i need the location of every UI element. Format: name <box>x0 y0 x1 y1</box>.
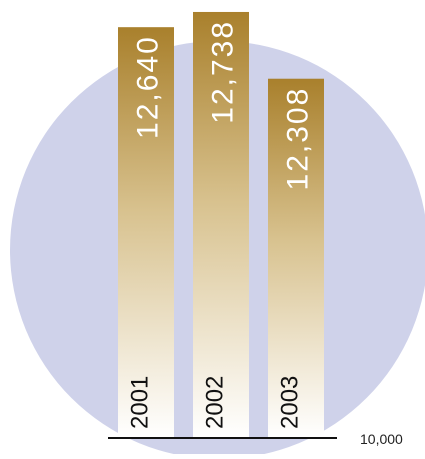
value-label-2001: 12,640 <box>132 35 165 139</box>
bar-2003 <box>268 78 324 437</box>
bar-2001 <box>118 27 174 437</box>
value-label-2003: 12,308 <box>282 87 315 191</box>
value-label-2002: 12,738 <box>207 20 240 124</box>
bars-layer: 12,640 2001 12,738 2002 12,308 2003 <box>118 11 324 438</box>
category-label-2002: 2002 <box>202 376 229 429</box>
baseline-tick-label: 10,000 <box>360 431 403 447</box>
bar-2002 <box>193 11 249 438</box>
category-label-2003: 2003 <box>277 376 304 429</box>
category-label-2001: 2001 <box>127 376 154 429</box>
